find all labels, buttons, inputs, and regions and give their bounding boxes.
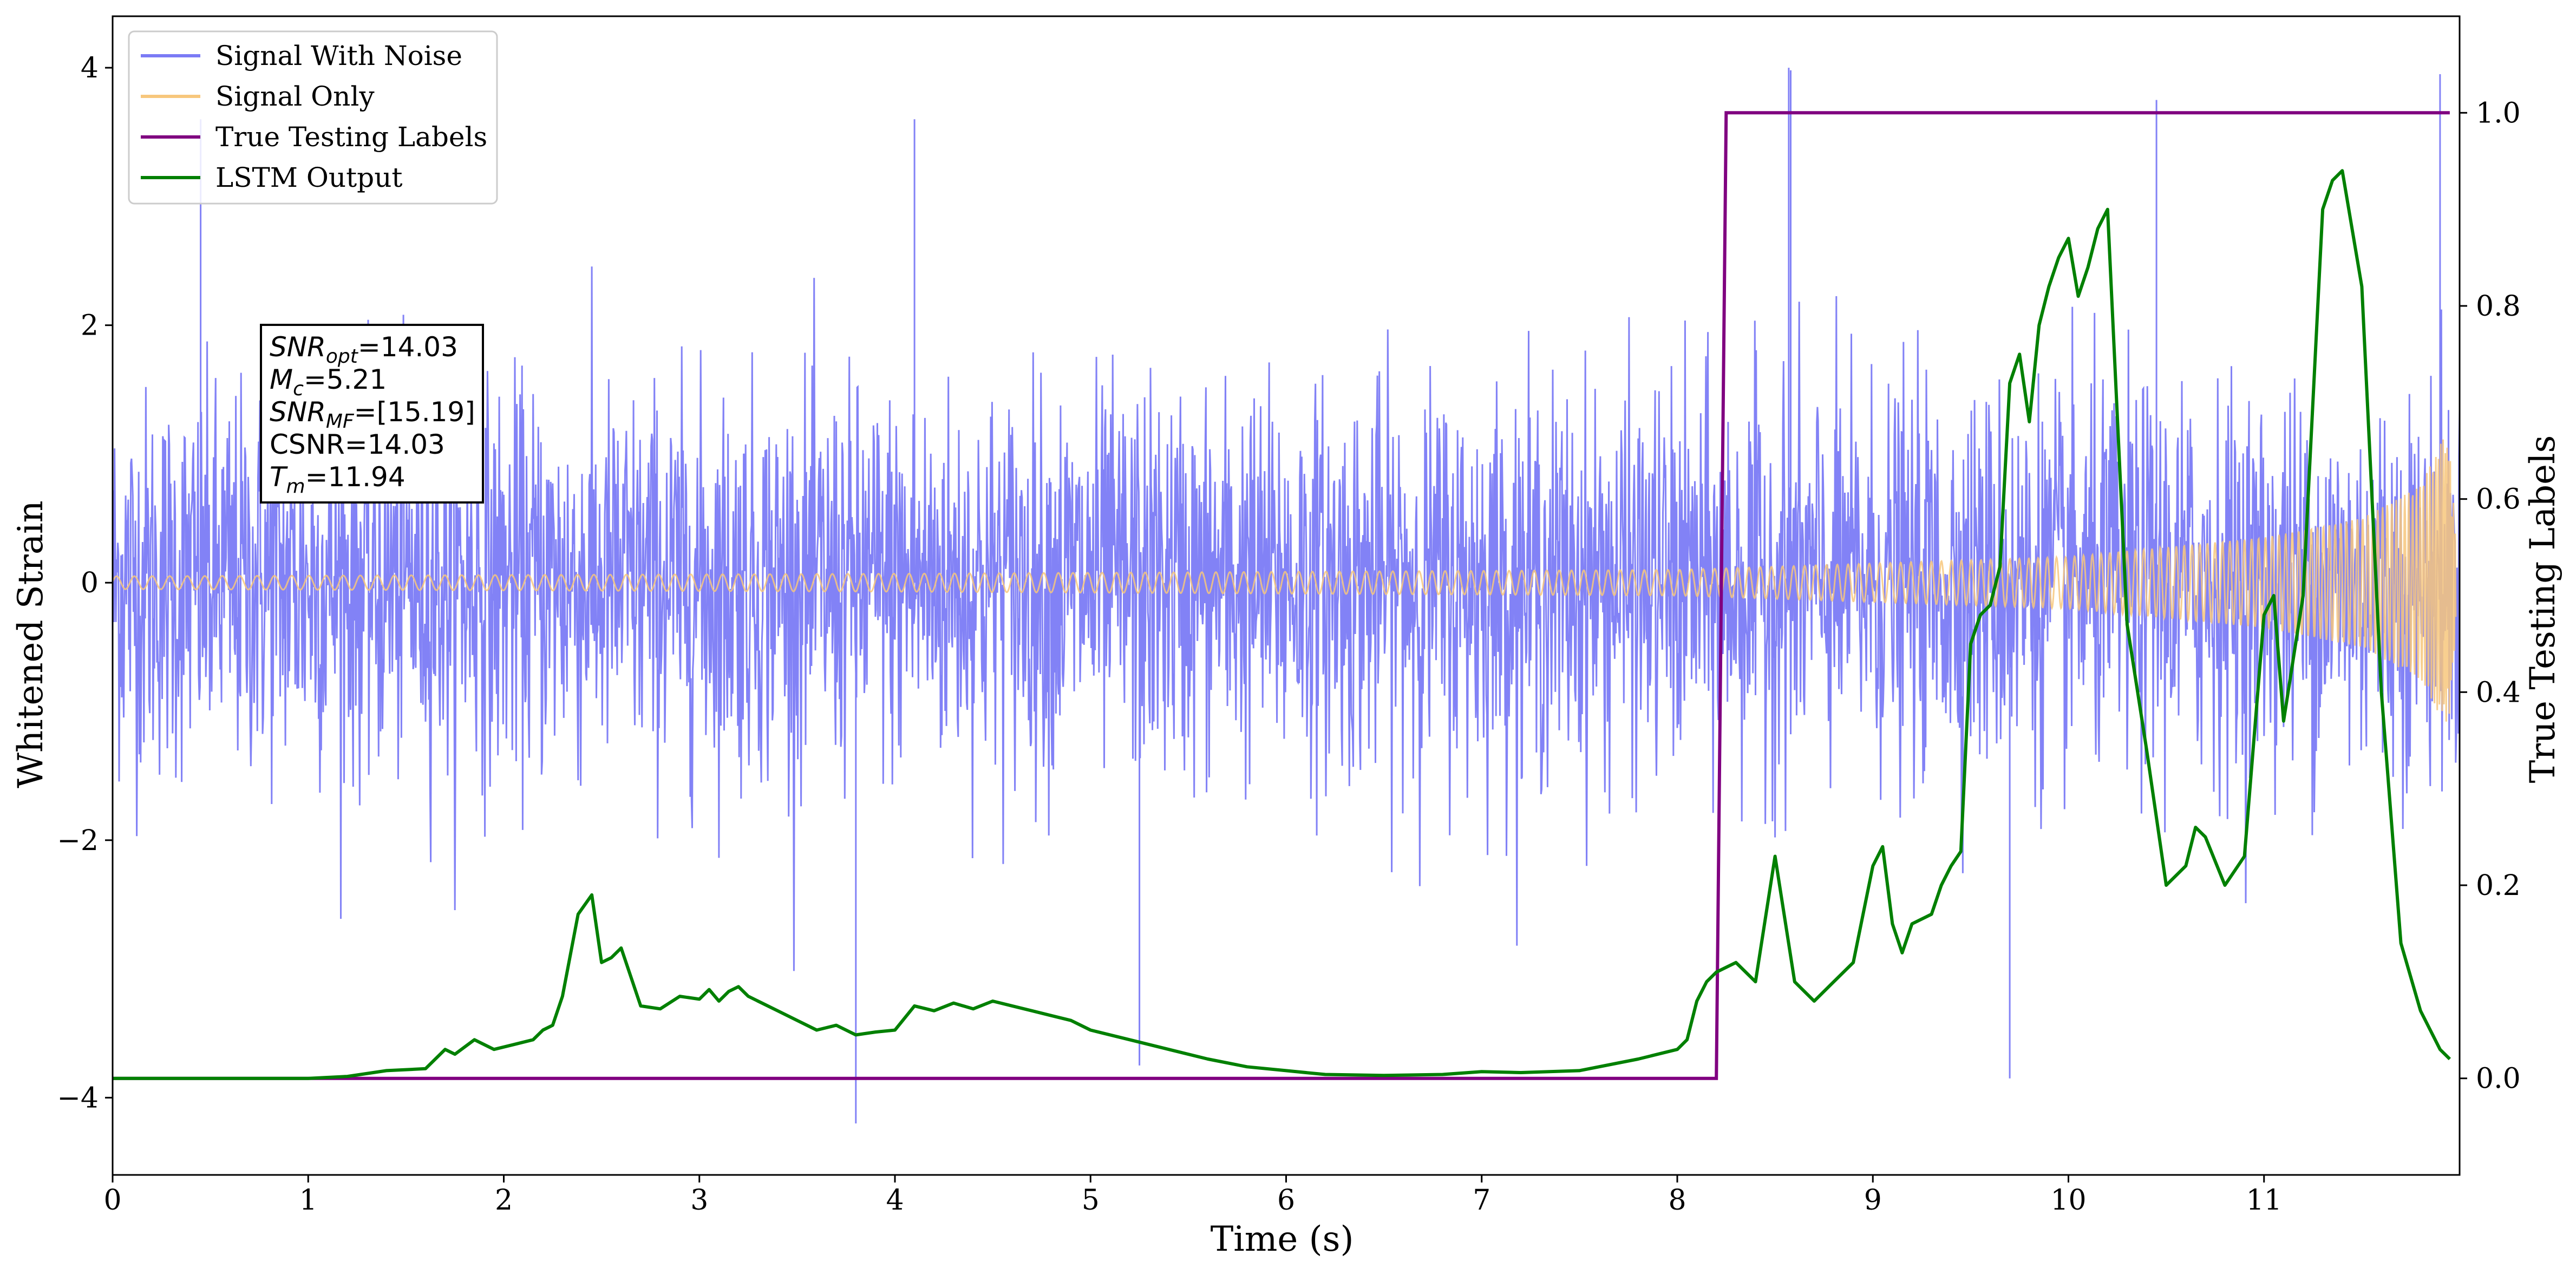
annotation-subscript: c (293, 378, 304, 400)
annotation-line: CSNR=14.03 (270, 429, 445, 460)
x-tick-label: 6 (1277, 1184, 1295, 1217)
y-right-tick-label: 0.0 (2476, 1063, 2521, 1095)
annotation-line: SNRMF=[15.19] (270, 396, 475, 433)
annotation-subscript: opt (326, 345, 359, 368)
legend: Signal With Noise Signal Only True Testing… (128, 30, 498, 205)
y-tick-label: −4 (57, 1082, 99, 1114)
x-tick-label: 3 (690, 1184, 708, 1217)
annotation-value: =[15.19] (354, 396, 475, 428)
y-right-tick-label: 0.2 (2476, 870, 2521, 902)
axes: 0 1 2 3 4 5 6 7 8 9 10 11 −4 −2 0 2 4 0.0 0.2 0.4 0.6 0.8 1.0 (57, 15, 2521, 1217)
plot-area (113, 68, 2460, 1123)
x-tick-label: 11 (2246, 1184, 2282, 1217)
y-axis-label-right: True Testing Labels (2523, 435, 2563, 783)
x-tick-label: 7 (1473, 1184, 1490, 1217)
legend-label: LSTM Output (215, 162, 402, 193)
annotation-box: SNRopt=14.03Mc=5.21SNRMF=[15.19]CSNR=14.… (260, 324, 484, 504)
annotation-subscript: m (286, 475, 305, 498)
legend-frame (128, 30, 498, 205)
x-axis-label: Time (s) (1211, 1219, 1354, 1259)
annotation-subscript: MF (326, 410, 355, 433)
series-signal-only (113, 439, 2457, 722)
x-tick-label: 10 (2050, 1184, 2086, 1217)
y-right-tick-label: 1.0 (2476, 97, 2521, 129)
y-tick-label: 4 (81, 52, 99, 84)
y-tick-label: 2 (81, 310, 99, 342)
y-right-tick-label: 0.8 (2476, 290, 2521, 323)
annotation-line: Tm=11.94 (270, 461, 406, 498)
y-tick-label: 0 (81, 567, 99, 599)
annotation-value: =11.94 (305, 461, 406, 493)
annotation-base: M (270, 364, 293, 395)
y-right-tick-label: 0.4 (2476, 676, 2521, 709)
annotation-base: CSNR (270, 429, 345, 460)
legend-label: Signal With Noise (215, 40, 462, 71)
x-tick-label: 0 (103, 1184, 121, 1217)
legend-label: True Testing Labels (215, 121, 487, 153)
x-tick-label: 9 (1864, 1184, 1882, 1217)
annotation-base: SNR (270, 331, 326, 363)
annotation-base: T (270, 461, 288, 493)
y-tick-label: −2 (57, 825, 99, 857)
annotation-line: SNRopt=14.03 (270, 331, 458, 368)
x-tick-label: 5 (1082, 1184, 1100, 1217)
x-tick-label: 1 (299, 1184, 317, 1217)
series-lstm-output (113, 169, 2451, 1080)
legend-label: Signal Only (215, 81, 375, 112)
y-right-tick-label: 0.6 (2476, 484, 2521, 516)
annotation-line: Mc=5.21 (270, 364, 387, 400)
series-true-testing-labels (113, 111, 2450, 1080)
annotation-value: =14.03 (358, 331, 458, 363)
x-tick-label: 2 (495, 1184, 513, 1217)
annotation-frame (260, 324, 484, 504)
y-axis-label: Whitened Strain (11, 500, 51, 788)
annotation-base: SNR (270, 396, 326, 428)
series-signal-with-noise (113, 68, 2460, 1123)
annotation-value: =14.03 (345, 429, 445, 460)
x-tick-label: 4 (886, 1184, 904, 1217)
annotation-value: =5.21 (304, 364, 387, 395)
x-tick-label: 8 (1668, 1184, 1686, 1217)
